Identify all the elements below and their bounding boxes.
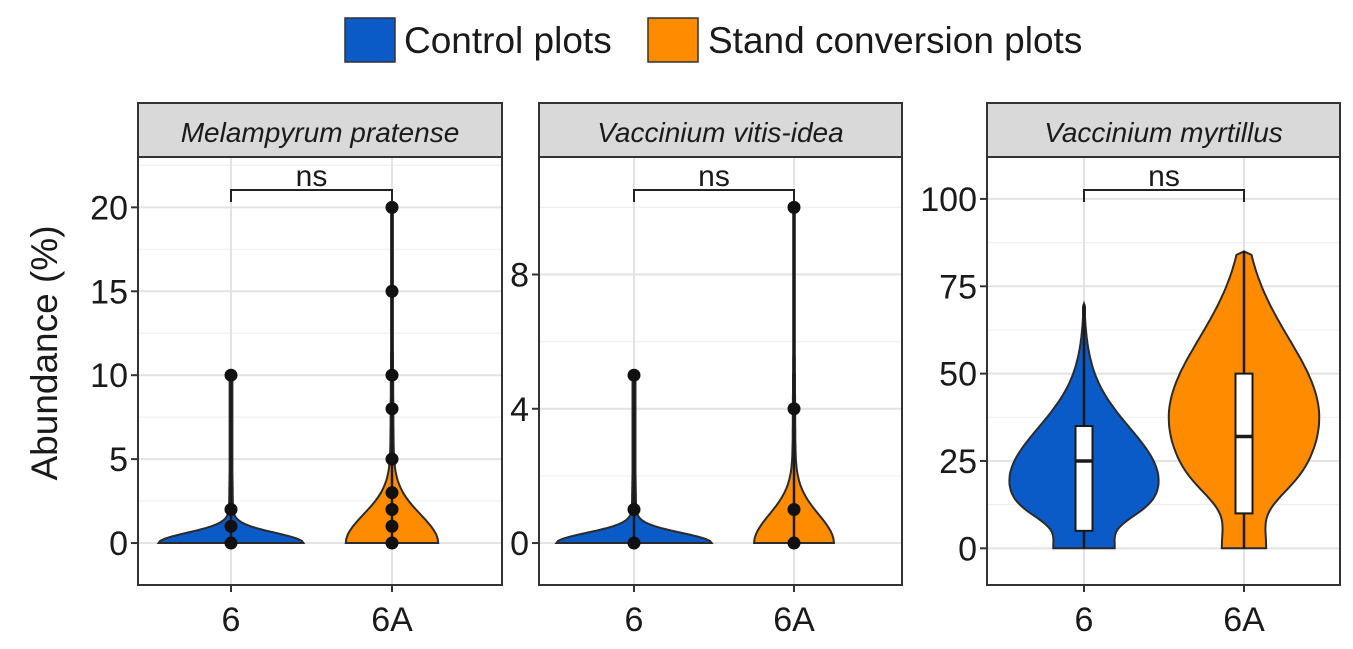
significance-bracket — [1083, 189, 1245, 202]
panels: 0 5 10 15 20 ns Melampyrum pratense 6 6A 0 4 8 ns Vac… — [90, 102, 1341, 639]
y-tick-label: 0 — [510, 525, 529, 563]
data-point — [385, 402, 399, 416]
data-point — [224, 536, 238, 550]
y-tick-label: 20 — [90, 189, 128, 227]
y-tick-label: 15 — [90, 273, 128, 311]
x-tick-label: 6 — [625, 601, 644, 639]
data-point — [787, 402, 801, 416]
legend: Control plots Stand conversion plots — [344, 17, 1082, 63]
data-point — [787, 536, 801, 550]
significance-label: ns — [698, 160, 730, 193]
y-tick-label: 50 — [939, 356, 977, 394]
panel-border — [986, 156, 1341, 586]
panel-border — [137, 156, 503, 586]
y-axis-label: Abundance (%) — [24, 225, 65, 480]
plot-area — [539, 157, 902, 585]
x-tick-label: 6 — [1075, 601, 1094, 639]
data-point — [627, 368, 641, 382]
data-point — [385, 519, 399, 533]
y-tick-label: 8 — [510, 256, 529, 294]
data-point — [627, 536, 641, 550]
facet-title: Vaccinium myrtillus — [1044, 117, 1283, 148]
y-tick-label: 0 — [109, 525, 128, 563]
data-point — [385, 200, 399, 214]
data-point — [787, 200, 801, 214]
data-point — [385, 452, 399, 466]
legend-label-stand-conversion: Stand conversion plots — [708, 20, 1082, 61]
significance-bracket — [633, 189, 795, 202]
significance-label: ns — [1148, 160, 1180, 193]
facet-title: Melampyrum pratense — [181, 117, 460, 148]
box — [1074, 425, 1094, 532]
data-point — [385, 536, 399, 550]
facet-strip — [137, 102, 503, 158]
y-tick-label: 100 — [920, 181, 977, 219]
data-point — [224, 368, 238, 382]
facet-strip — [538, 102, 903, 158]
data-point — [385, 368, 399, 382]
data-point — [385, 502, 399, 516]
panel-2: 0 4 8 ns Vaccinium vitis-idea 6 6A — [510, 102, 903, 639]
y-tick-label: 75 — [939, 268, 977, 306]
data-point — [224, 519, 238, 533]
legend-swatch-stand-conversion — [647, 17, 699, 63]
y-tick-label: 10 — [90, 357, 128, 395]
significance-bracket — [230, 189, 393, 202]
x-tick-label: 6A — [773, 601, 815, 639]
significance-label: ns — [296, 160, 328, 193]
facet-title: Vaccinium vitis-idea — [597, 117, 843, 148]
panel-3: 0 25 50 75 100 ns Vaccinium myrtillus 6 6A — [920, 102, 1341, 639]
data-point — [787, 502, 801, 516]
panel-1: 0 5 10 15 20 ns Melampyrum pratense 6 6A — [90, 102, 503, 639]
legend-label-control: Control plots — [404, 20, 612, 61]
y-tick-label: 4 — [510, 391, 529, 429]
data-point — [385, 284, 399, 298]
y-tick-label: 0 — [958, 530, 977, 568]
data-point — [627, 502, 641, 516]
data-point — [385, 486, 399, 500]
y-tick-label: 5 — [109, 441, 128, 479]
x-tick-label: 6A — [371, 601, 413, 639]
box — [1234, 372, 1254, 515]
legend-swatch-control — [344, 17, 396, 63]
facet-strip — [986, 102, 1341, 158]
y-tick-label: 25 — [939, 443, 977, 481]
panel-border — [538, 156, 903, 586]
plot-area — [138, 157, 502, 585]
x-tick-label: 6 — [222, 601, 241, 639]
x-tick-label: 6A — [1223, 601, 1265, 639]
data-point — [224, 502, 238, 516]
